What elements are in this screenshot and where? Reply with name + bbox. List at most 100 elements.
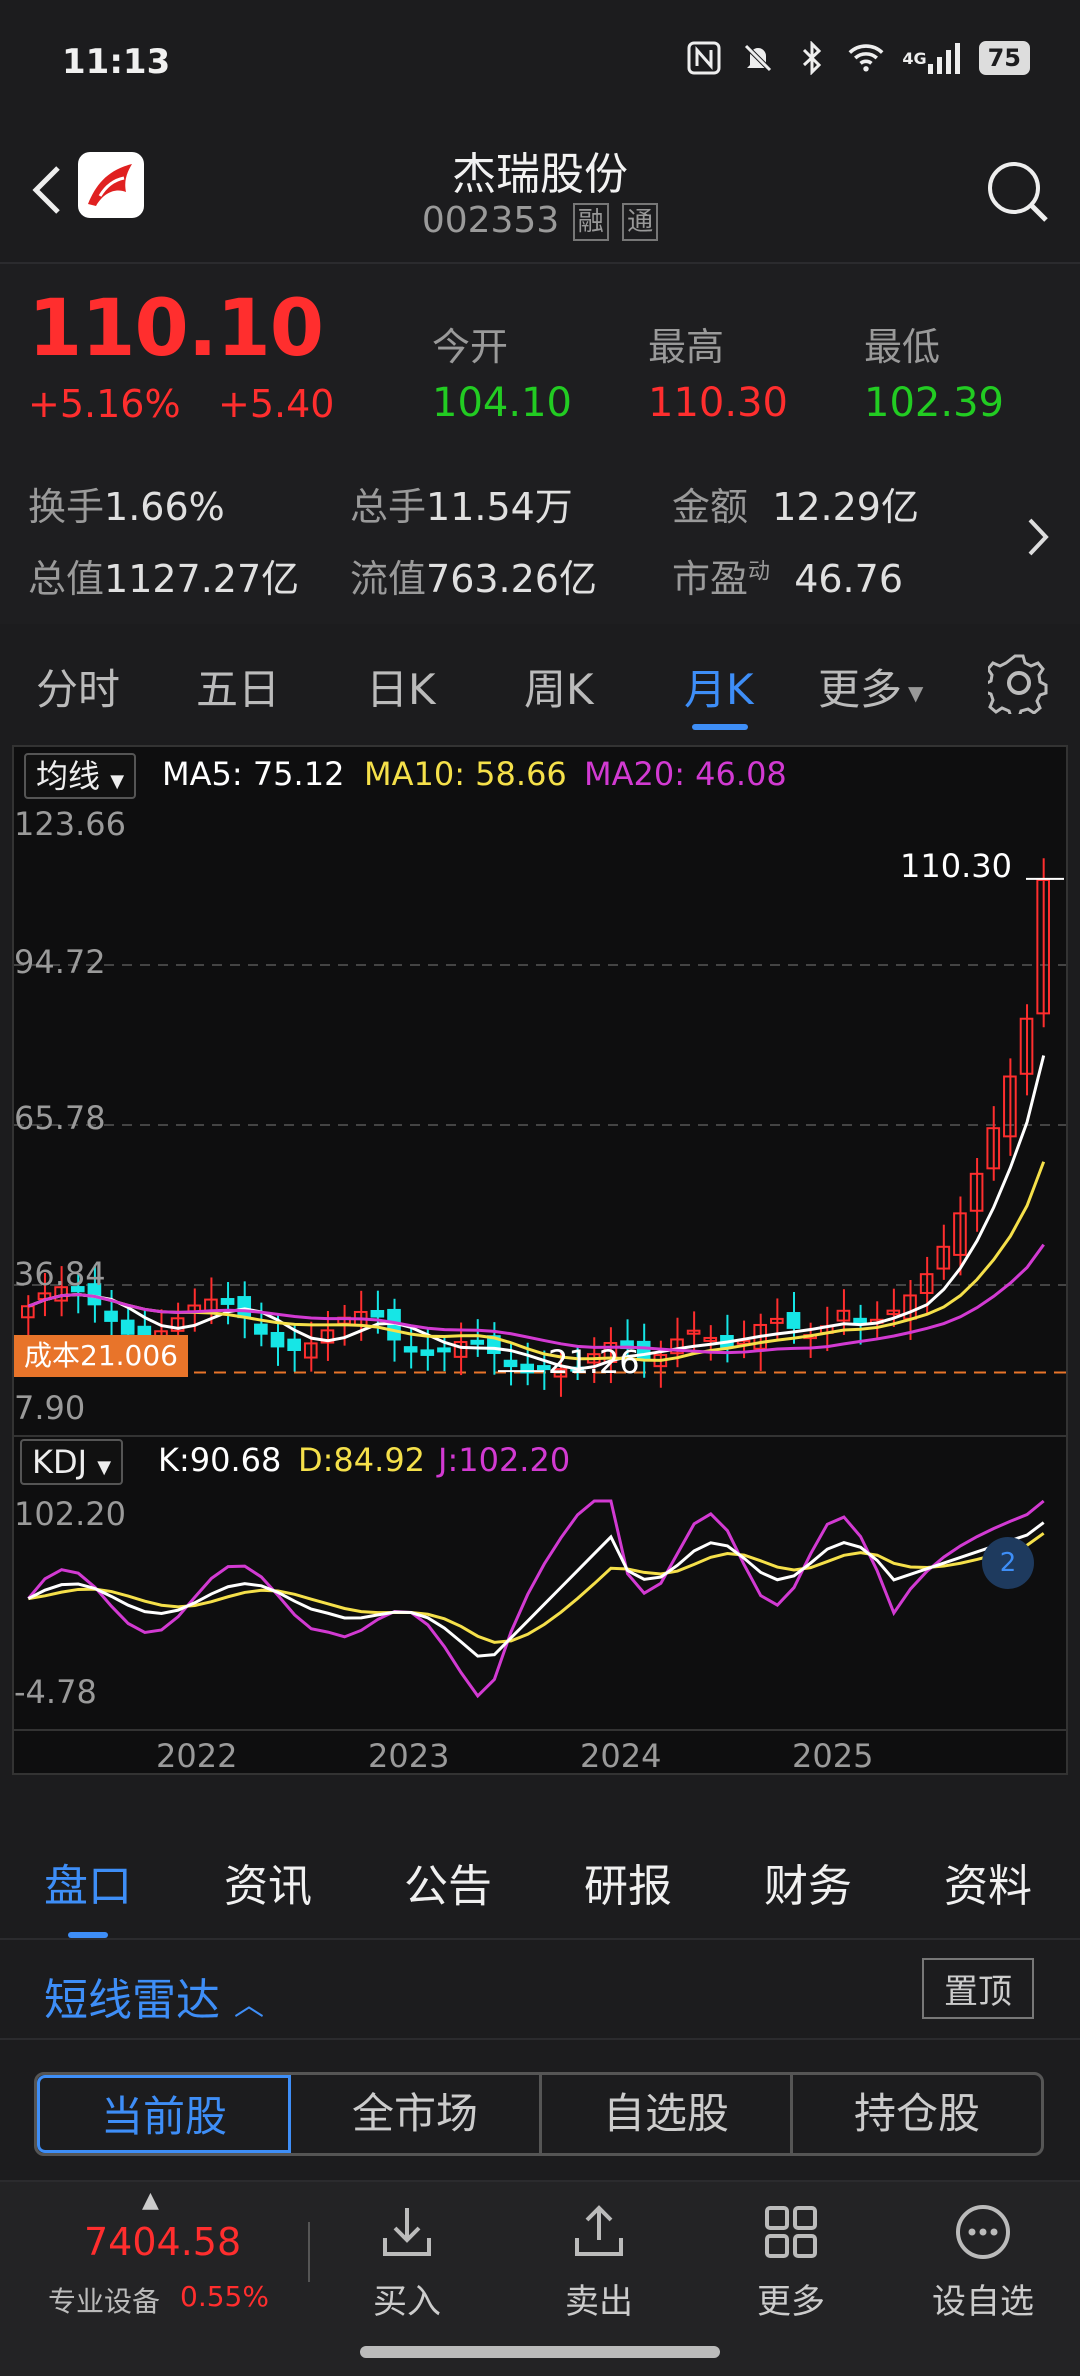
buy-button[interactable]: 买入 <box>342 2202 472 2323</box>
x-label-2022: 2022 <box>156 1737 238 1775</box>
open-label: 今开 <box>432 325 509 369</box>
tab-intraday[interactable]: 分时 <box>36 665 121 714</box>
open-value: 104.10 <box>432 380 572 426</box>
kline-chart[interactable]: 均线 ▼ MA5: 75.12 MA10: 58.66 MA20: 46.08 … <box>12 745 1068 1775</box>
ma5-line <box>27 1055 1046 1371</box>
candle-body <box>270 1331 285 1348</box>
scope-segment: 当前股 全市场 自选股 持仓股 <box>34 2072 1044 2156</box>
back-button[interactable] <box>28 160 68 220</box>
candle-body <box>470 1339 485 1345</box>
price-axis-2: 94.72 <box>14 943 106 981</box>
upload-icon <box>575 2205 623 2256</box>
ma20-line <box>27 1243 1045 1355</box>
tab-market-depth[interactable]: 盘口 <box>44 1861 132 1912</box>
price-axis-4: 36.84 <box>14 1255 106 1293</box>
candle-body <box>320 1329 335 1344</box>
tab-announcements[interactable]: 公告 <box>404 1861 492 1912</box>
high-label: 最高 <box>648 325 725 369</box>
period-tabs: 分时 五日 日K 周K 月K 更多 ▼ <box>0 628 1080 740</box>
download-icon <box>383 2208 431 2256</box>
candle-body <box>287 1338 301 1351</box>
candle-body <box>836 1309 851 1322</box>
segment-current-stock[interactable]: 当前股 <box>37 2075 291 2153</box>
tab-monthly-k[interactable]: 月K <box>684 665 754 714</box>
stat-market-cap: 总值1127.27亿 <box>28 557 300 601</box>
price-axis-max: 123.66 <box>14 805 126 843</box>
pin-button[interactable]: 置顶 <box>922 1958 1034 2019</box>
battery-indicator: 75 <box>978 41 1030 75</box>
kdj-selector[interactable]: KDJ ▼ <box>20 1439 124 1485</box>
low-label: 最低 <box>864 325 941 369</box>
stock-code: 002353 <box>421 200 560 241</box>
more-dots-icon <box>956 2205 1010 2259</box>
tab-financials[interactable]: 财务 <box>764 1861 852 1912</box>
quote-panel: 110.10 +5.16% +5.40 今开 104.10 最高 110.30 … <box>0 262 1080 624</box>
last-price: 110.10 <box>28 284 324 374</box>
notification-badge[interactable]: 2 <box>982 1537 1034 1589</box>
segment-watchlist[interactable]: 自选股 <box>542 2075 793 2153</box>
ma-selector[interactable]: 均线 ▼ <box>24 753 137 799</box>
bluetooth-icon <box>794 40 830 76</box>
candle-body <box>370 1309 385 1318</box>
info-tabs: 盘口 资讯 公告 研报 财务 资料 <box>0 1810 1080 1940</box>
stat-float-cap: 流值763.26亿 <box>350 557 597 601</box>
change-amount: +5.40 <box>218 382 335 426</box>
tab-profile[interactable]: 资料 <box>944 1861 1032 1912</box>
candle-body <box>220 1298 235 1305</box>
tab-news[interactable]: 资讯 <box>224 1861 312 1912</box>
x-label-2024: 2024 <box>580 1737 662 1775</box>
sector-change: 0.55% <box>180 2280 269 2313</box>
connect-tag: 通 <box>622 203 659 241</box>
mute-icon <box>740 40 776 76</box>
segment-holdings[interactable]: 持仓股 <box>853 2089 980 2138</box>
candle-body <box>686 1329 701 1335</box>
tab-research[interactable]: 研报 <box>584 1861 672 1912</box>
settings-button[interactable] <box>983 652 1050 719</box>
candle-body <box>70 1286 85 1293</box>
candle-body <box>703 1336 718 1342</box>
candle-body <box>770 1317 784 1324</box>
search-icon <box>988 162 1048 222</box>
price-axis-min: 7.90 <box>14 1389 86 1427</box>
kdj-plot <box>27 1499 1045 1699</box>
sell-button[interactable]: 卖出 <box>534 2202 664 2323</box>
caret-up-icon: ▲ <box>142 2188 159 2213</box>
status-time: 11:13 <box>62 42 171 82</box>
caret-down-icon: ▼ <box>97 1457 112 1478</box>
candle-body <box>636 1340 651 1360</box>
candle-body <box>503 1359 518 1368</box>
grid-icon <box>765 2206 817 2258</box>
candle-body <box>553 1368 568 1378</box>
search-button[interactable] <box>984 158 1050 224</box>
add-watchlist-button[interactable]: 设自选 <box>918 2202 1048 2323</box>
x-label-2023: 2023 <box>368 1737 450 1775</box>
segment-all-market[interactable]: 全市场 <box>291 2075 542 2153</box>
candle-body <box>986 1127 1001 1170</box>
expand-quote-button[interactable] <box>1024 512 1054 562</box>
ma10-label: MA10: 58.66 <box>364 755 567 793</box>
ma20-label: MA20: 46.08 <box>584 755 787 793</box>
kdj-axis-max: 102.20 <box>14 1495 126 1533</box>
candle-body <box>170 1317 185 1332</box>
candle-body <box>487 1335 501 1354</box>
cost-badge: 成本21.006 <box>14 1335 188 1377</box>
candle-body <box>786 1312 801 1329</box>
tab-daily-k[interactable]: 日K <box>366 665 436 714</box>
tab-five-day[interactable]: 五日 <box>196 665 281 714</box>
gear-icon <box>983 654 1048 719</box>
home-indicator[interactable] <box>360 2346 720 2358</box>
more-button[interactable]: 更多 <box>726 2202 856 2323</box>
sector-index-value[interactable]: 7404.58 <box>84 2220 242 2264</box>
radar-toggle[interactable]: 短线雷达 ︿ <box>44 1975 264 2026</box>
caret-down-icon: ▼ <box>110 771 125 792</box>
candle-body <box>1036 878 1051 1015</box>
kdj-j-line <box>27 1499 1045 1699</box>
min-price-label: 21.26 <box>548 1343 640 1381</box>
tab-weekly-k[interactable]: 周K <box>524 665 594 714</box>
high-value: 110.30 <box>648 380 788 426</box>
change-percent: +5.16% <box>28 382 181 426</box>
tab-more[interactable]: 更多 ▼ <box>818 665 924 714</box>
stock-header: 杰瑞股份 002353 融 通 <box>0 120 1080 260</box>
kdj-d-line <box>28 1532 1045 1644</box>
price-axis-3: 65.78 <box>14 1099 106 1137</box>
